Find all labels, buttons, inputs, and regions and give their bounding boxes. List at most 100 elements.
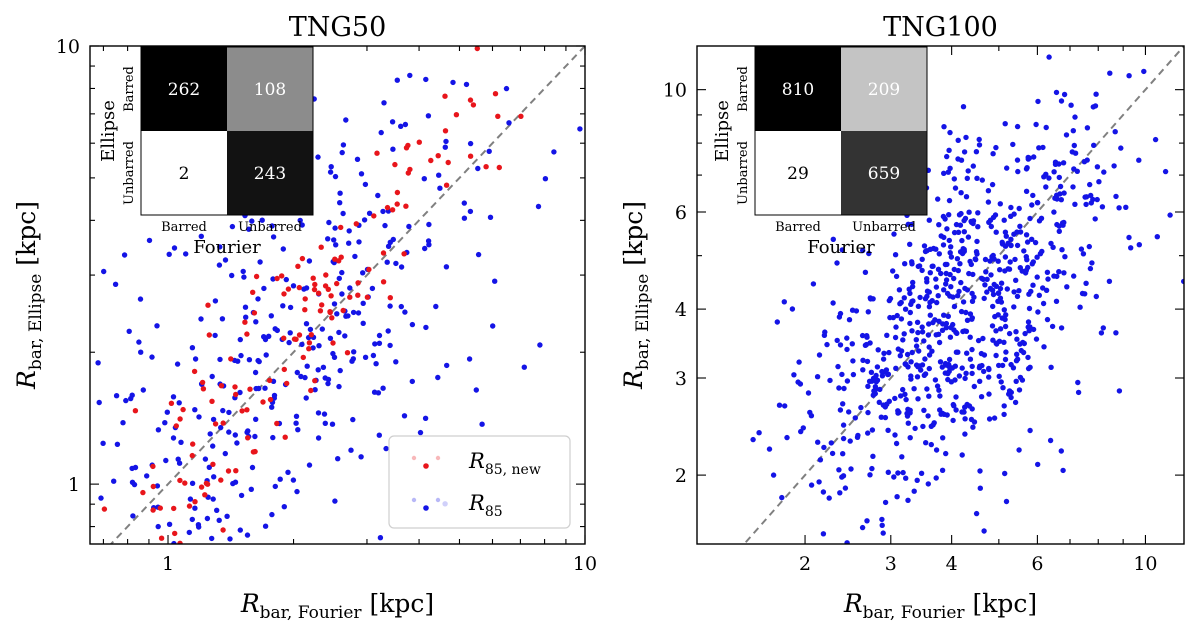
data-point xyxy=(1083,194,1090,200)
data-point xyxy=(948,244,954,250)
data-point xyxy=(337,190,343,196)
data-point xyxy=(963,309,969,316)
data-point xyxy=(946,237,952,244)
data-point xyxy=(1030,192,1036,199)
data-point xyxy=(918,470,925,476)
data-point xyxy=(954,330,960,336)
x-axis: 1 10 xyxy=(102,46,597,575)
data-point xyxy=(946,212,952,218)
data-point xyxy=(1014,242,1021,249)
data-point xyxy=(1089,260,1095,266)
data-point xyxy=(467,140,474,147)
data-point xyxy=(993,328,999,334)
data-point xyxy=(158,535,165,541)
data-point xyxy=(350,416,356,423)
data-point xyxy=(111,478,117,484)
data-point xyxy=(302,307,308,313)
data-point xyxy=(940,435,946,441)
data-point xyxy=(1136,242,1143,248)
data-point xyxy=(1016,288,1022,294)
data-point xyxy=(962,328,968,334)
data-point xyxy=(306,462,313,468)
data-point xyxy=(274,327,280,334)
data-point xyxy=(835,363,841,370)
data-point xyxy=(957,222,964,228)
data-point xyxy=(816,352,823,358)
data-point xyxy=(941,287,947,293)
matrix-col-label: Unbarred xyxy=(238,220,302,235)
data-point xyxy=(1096,179,1102,185)
data-point xyxy=(291,336,298,342)
data-point xyxy=(290,477,297,483)
data-point xyxy=(346,240,352,246)
data-point xyxy=(1024,257,1030,263)
data-point xyxy=(976,136,982,143)
data-point xyxy=(976,142,983,148)
data-point xyxy=(1046,175,1052,181)
data-point xyxy=(984,289,990,295)
data-point xyxy=(371,213,377,219)
matrix-cell xyxy=(755,47,841,131)
data-point xyxy=(303,285,310,291)
data-point xyxy=(207,431,213,437)
data-point xyxy=(1061,91,1068,98)
data-point xyxy=(997,285,1004,292)
data-point xyxy=(905,221,911,227)
data-point xyxy=(1058,98,1065,104)
matrix-cell xyxy=(227,47,313,131)
data-point xyxy=(128,395,134,402)
data-point xyxy=(1074,168,1081,174)
data-point xyxy=(1094,164,1101,170)
data-point xyxy=(436,172,442,178)
data-point xyxy=(1025,354,1031,361)
data-point xyxy=(281,504,287,510)
data-point xyxy=(1027,215,1033,222)
data-point xyxy=(220,527,226,533)
data-point xyxy=(924,288,931,294)
data-point xyxy=(1058,197,1065,203)
data-point xyxy=(1099,204,1106,210)
data-point xyxy=(261,334,267,340)
data-point xyxy=(973,256,979,263)
data-point xyxy=(1040,300,1047,307)
data-point xyxy=(1016,205,1022,212)
data-point xyxy=(360,320,366,326)
data-point xyxy=(401,413,408,419)
data-point xyxy=(287,304,294,311)
data-point xyxy=(877,386,883,393)
matrix-count: 262 xyxy=(168,80,200,100)
data-point xyxy=(463,81,470,88)
data-point xyxy=(140,387,146,393)
data-point xyxy=(315,154,321,160)
data-point xyxy=(293,413,300,419)
data-point xyxy=(217,356,223,363)
data-point xyxy=(373,361,379,367)
data-point xyxy=(880,356,887,362)
data-point xyxy=(934,299,940,306)
data-point xyxy=(1040,285,1046,291)
data-point xyxy=(398,123,404,129)
data-point xyxy=(233,468,239,474)
data-point xyxy=(936,222,942,228)
data-point xyxy=(829,450,836,457)
data-point xyxy=(895,346,901,352)
data-point xyxy=(927,312,933,318)
data-point xyxy=(461,200,467,206)
data-point xyxy=(779,494,785,501)
data-point xyxy=(939,364,945,370)
data-point xyxy=(991,415,998,421)
data-point xyxy=(479,421,485,427)
y-tick-label: 10 xyxy=(663,80,687,102)
data-point xyxy=(242,304,249,310)
data-point xyxy=(981,295,987,302)
data-point xyxy=(315,367,321,373)
data-point xyxy=(944,290,951,297)
data-point xyxy=(287,330,293,336)
data-point xyxy=(879,373,886,379)
data-point xyxy=(1020,339,1026,346)
data-point xyxy=(1014,351,1020,357)
data-point xyxy=(964,317,971,323)
data-point xyxy=(808,413,815,419)
data-point xyxy=(902,391,908,397)
data-point xyxy=(311,286,318,293)
